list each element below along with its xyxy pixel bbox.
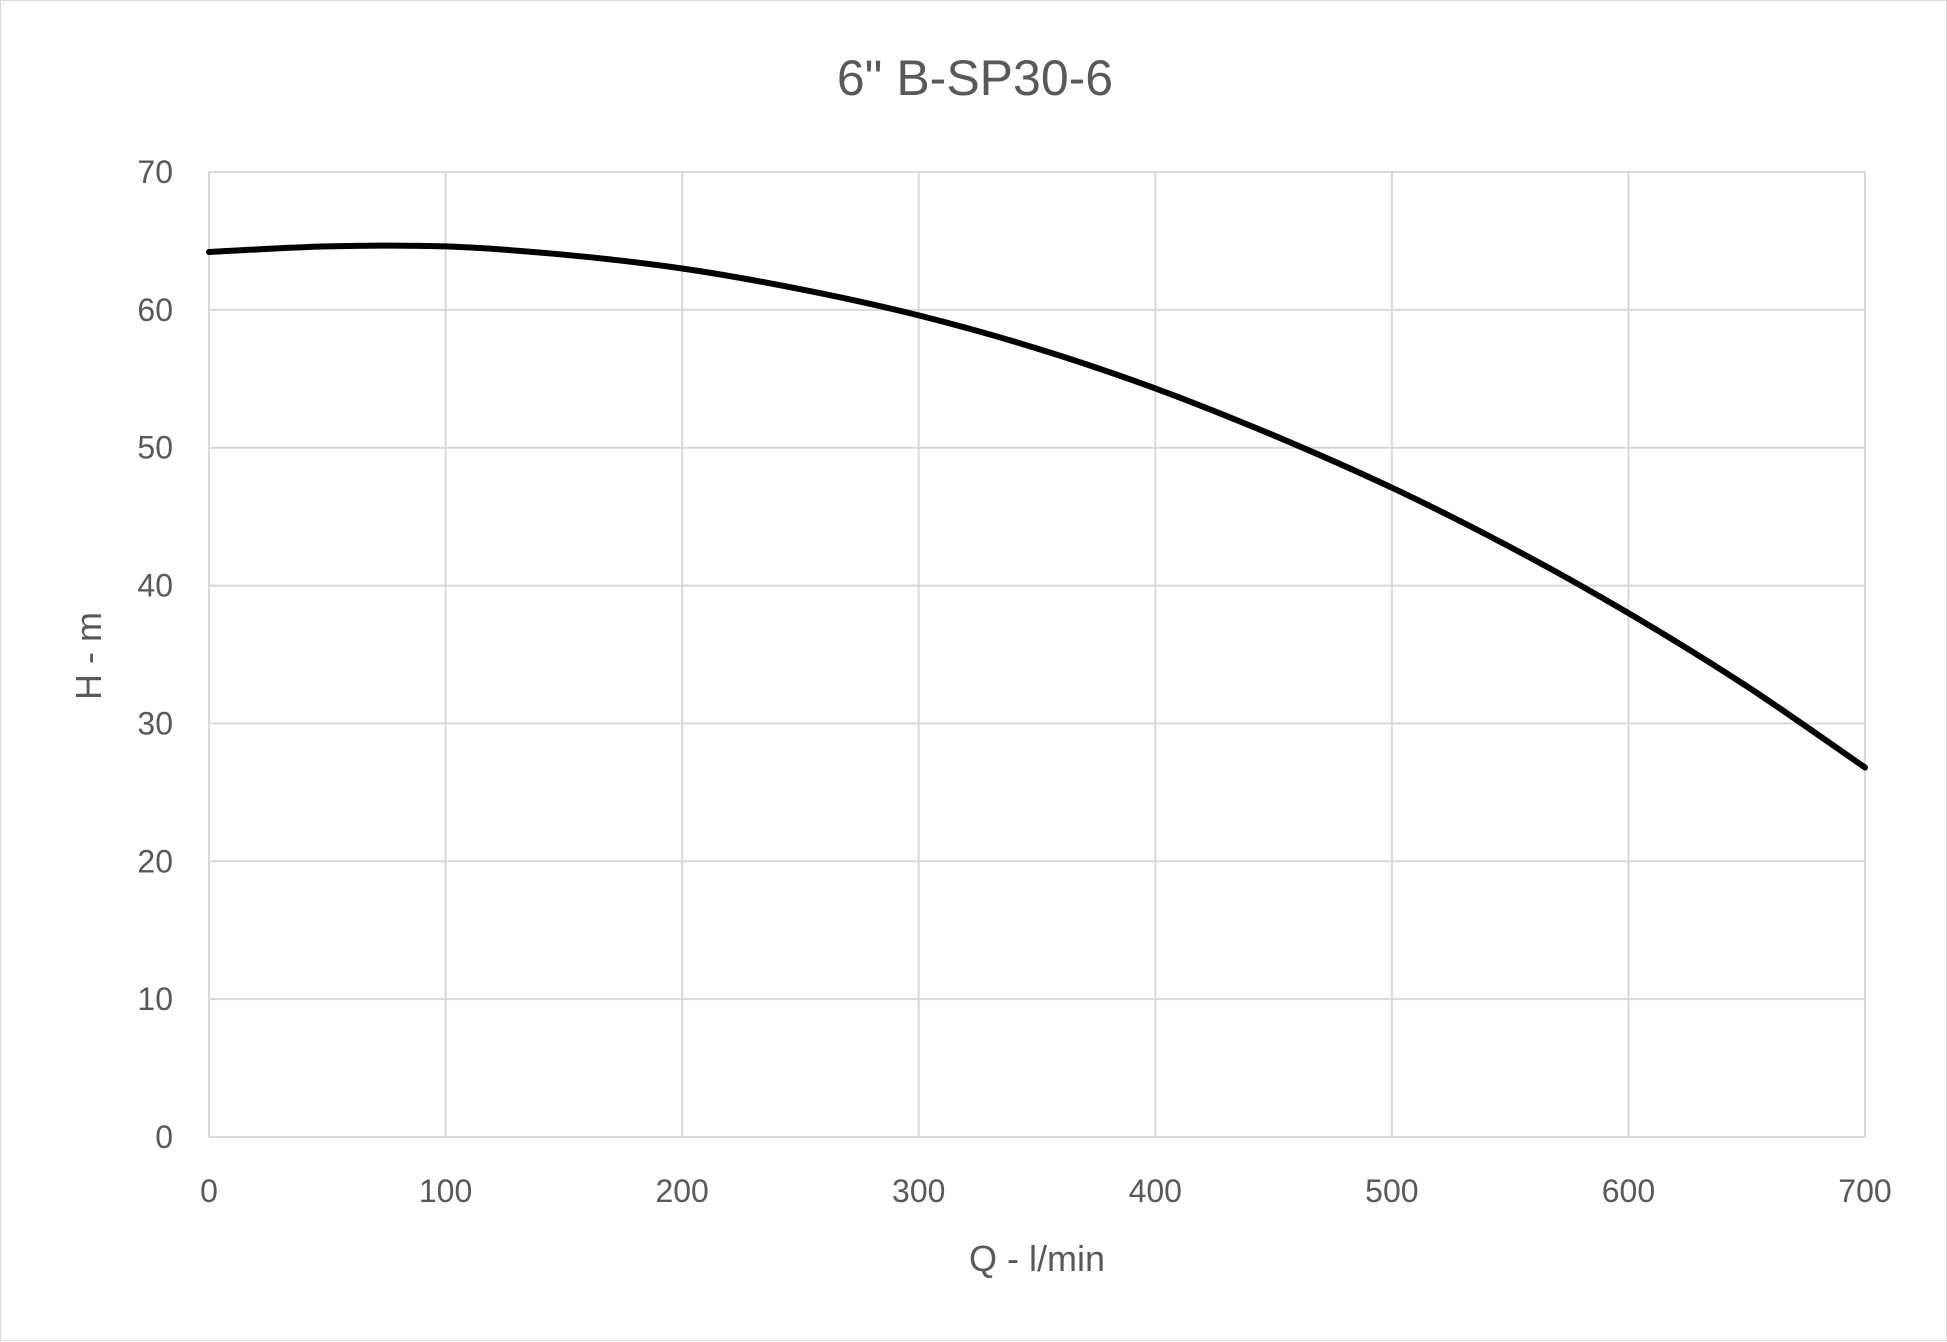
- gridlines: [209, 171, 1866, 1137]
- x-tick-label: 700: [1838, 1173, 1891, 1209]
- y-tick-label: 50: [137, 430, 173, 466]
- y-tick-label: 60: [137, 292, 173, 328]
- y-tick-label: 70: [137, 154, 173, 190]
- y-tick-label: 40: [137, 568, 173, 604]
- y-tick-label: 30: [137, 705, 173, 741]
- x-axis-title: Q - l/min: [969, 1238, 1105, 1279]
- x-tick-label: 300: [892, 1173, 945, 1209]
- axes: [208, 172, 1865, 1138]
- x-tick-label: 100: [419, 1173, 472, 1209]
- x-tick-label: 600: [1602, 1173, 1655, 1209]
- chart-title: 6" B-SP30-6: [837, 50, 1113, 106]
- x-tick-label: 400: [1129, 1173, 1182, 1209]
- x-tick-label: 500: [1365, 1173, 1418, 1209]
- x-tick-label: 200: [655, 1173, 708, 1209]
- x-tick-label: 0: [200, 1173, 218, 1209]
- series-layer: [206, 242, 1868, 771]
- y-tick-label: 20: [137, 843, 173, 879]
- y-tick-label: 10: [137, 981, 173, 1017]
- series-line: [206, 242, 1868, 771]
- y-tick-label: 0: [155, 1119, 173, 1155]
- y-axis-title: H - m: [68, 612, 109, 700]
